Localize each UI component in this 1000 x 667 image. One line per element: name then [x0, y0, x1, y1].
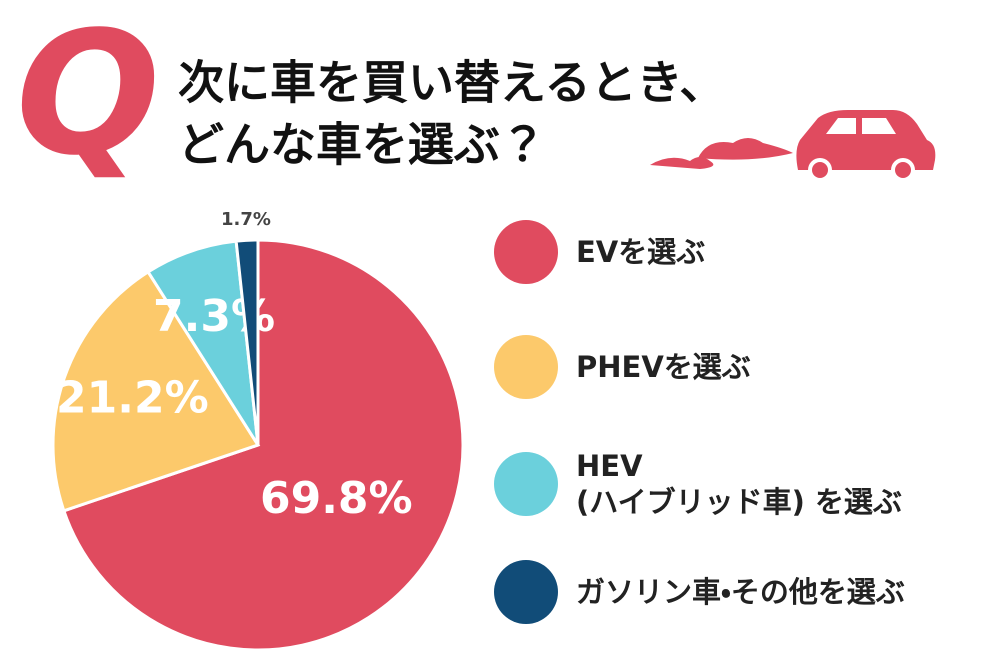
data-label: 1.7%	[221, 209, 271, 230]
data-label: 21.2%	[56, 373, 209, 424]
pie-slice	[61, 238, 465, 652]
legend-label: PHEVを選ぶ	[576, 349, 751, 384]
legend-swatch	[494, 335, 558, 399]
pie-slice	[51, 269, 261, 513]
legend-swatch	[494, 220, 558, 284]
legend-item: HEV (ハイブリッド車) を選ぶ	[494, 448, 902, 521]
legend-swatch	[494, 560, 558, 624]
q-mark: Q	[16, 0, 161, 193]
title-line: 次に車を買い替えるとき、	[178, 56, 725, 110]
legend-label: EVを選ぶ	[576, 234, 706, 269]
legend-swatch	[494, 452, 558, 517]
car-decoration	[650, 110, 936, 182]
legend-item: ガソリン車・その他を選ぶ	[494, 560, 905, 624]
legend-item: PHEVを選ぶ	[494, 335, 751, 399]
legend-item: EVを選ぶ	[494, 220, 705, 284]
pie-slice	[234, 238, 260, 446]
title-line: どんな車を選ぶ？	[178, 118, 546, 172]
data-label: 69.8%	[260, 473, 413, 524]
legend-label: HEV (ハイブリッド車) を選ぶ	[576, 449, 903, 520]
legend-label: ガソリン車・その他を選ぶ	[576, 574, 905, 609]
